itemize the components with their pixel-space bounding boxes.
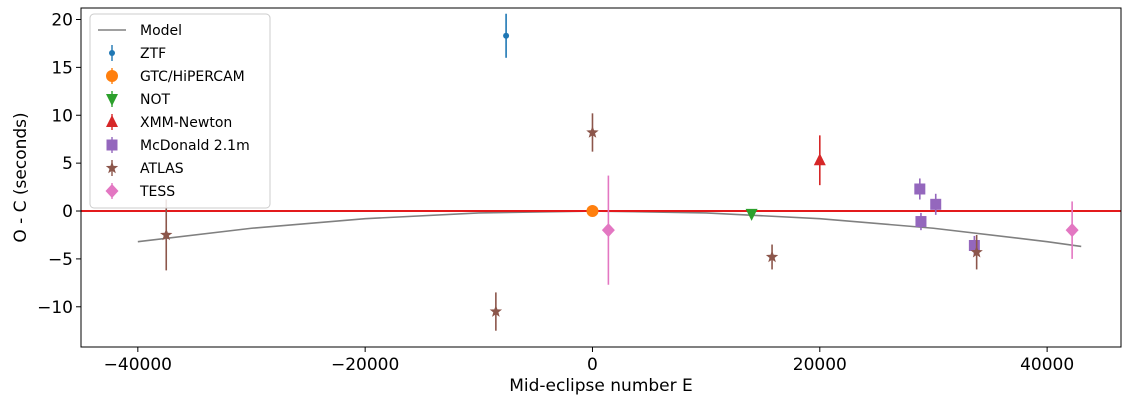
- legend-marker: [106, 70, 118, 82]
- legend-marker: [106, 139, 118, 151]
- data-point: [586, 125, 599, 138]
- legend: Model ZTF GTC/HiPERCAM NOT XMM-Newton McDonal…: [89, 13, 271, 209]
- y-axis-label: O - C (seconds): [11, 112, 31, 242]
- legend-label: McDonald 2.1m: [140, 138, 250, 154]
- x-tick-label: 40000: [1020, 355, 1074, 375]
- legend-marker: [106, 115, 118, 127]
- legend-label: GTC/HiPERCAM: [140, 69, 245, 85]
- data-point: [503, 32, 510, 39]
- y-tick-label: 20: [51, 10, 73, 30]
- x-tick-label: 20000: [793, 355, 847, 375]
- legend-marker: [105, 184, 119, 198]
- data-point: [765, 250, 779, 263]
- data-point: [930, 198, 942, 210]
- y-tick-label: 10: [51, 106, 73, 126]
- legend-marker: [106, 94, 118, 106]
- x-axis: −40000 −20000 0 20000 40000: [104, 347, 1074, 375]
- data-point: [968, 239, 980, 251]
- legend-box: [89, 13, 271, 209]
- data-point: [970, 245, 983, 258]
- data-point: [160, 228, 173, 241]
- plot-frame: [80, 7, 1122, 348]
- data-point: [915, 216, 927, 228]
- legend-marker: [105, 161, 119, 174]
- x-axis-label: Mid-eclipse number E: [509, 376, 693, 396]
- legend-marker: [109, 50, 115, 56]
- x-tick-label: −40000: [104, 355, 172, 375]
- data-point: [813, 153, 826, 166]
- data-point: [586, 205, 599, 218]
- legend-label: Model: [140, 23, 182, 39]
- y-tick-label: −5: [48, 250, 73, 270]
- x-tick-label: 0: [587, 355, 598, 375]
- legend-label: XMM-Newton: [140, 115, 232, 131]
- data-point: [489, 305, 503, 317]
- plot-content: [81, 13, 1121, 331]
- x-tick-label: −20000: [331, 355, 399, 375]
- y-tick-label: 0: [62, 202, 73, 222]
- data-point: [1065, 223, 1079, 238]
- data-point: [914, 183, 926, 195]
- data-point: [745, 208, 758, 221]
- y-tick-label: −10: [37, 298, 73, 318]
- y-axis: −10 −5 0 5 10 15 20: [37, 10, 81, 318]
- legend-label: TESS: [139, 184, 175, 200]
- y-tick-label: 5: [62, 154, 73, 174]
- legend-label: ATLAS: [140, 161, 184, 177]
- data-point: [601, 223, 615, 238]
- legend-label: ZTF: [140, 46, 166, 62]
- y-tick-label: 15: [51, 58, 73, 78]
- legend-label: NOT: [140, 92, 170, 108]
